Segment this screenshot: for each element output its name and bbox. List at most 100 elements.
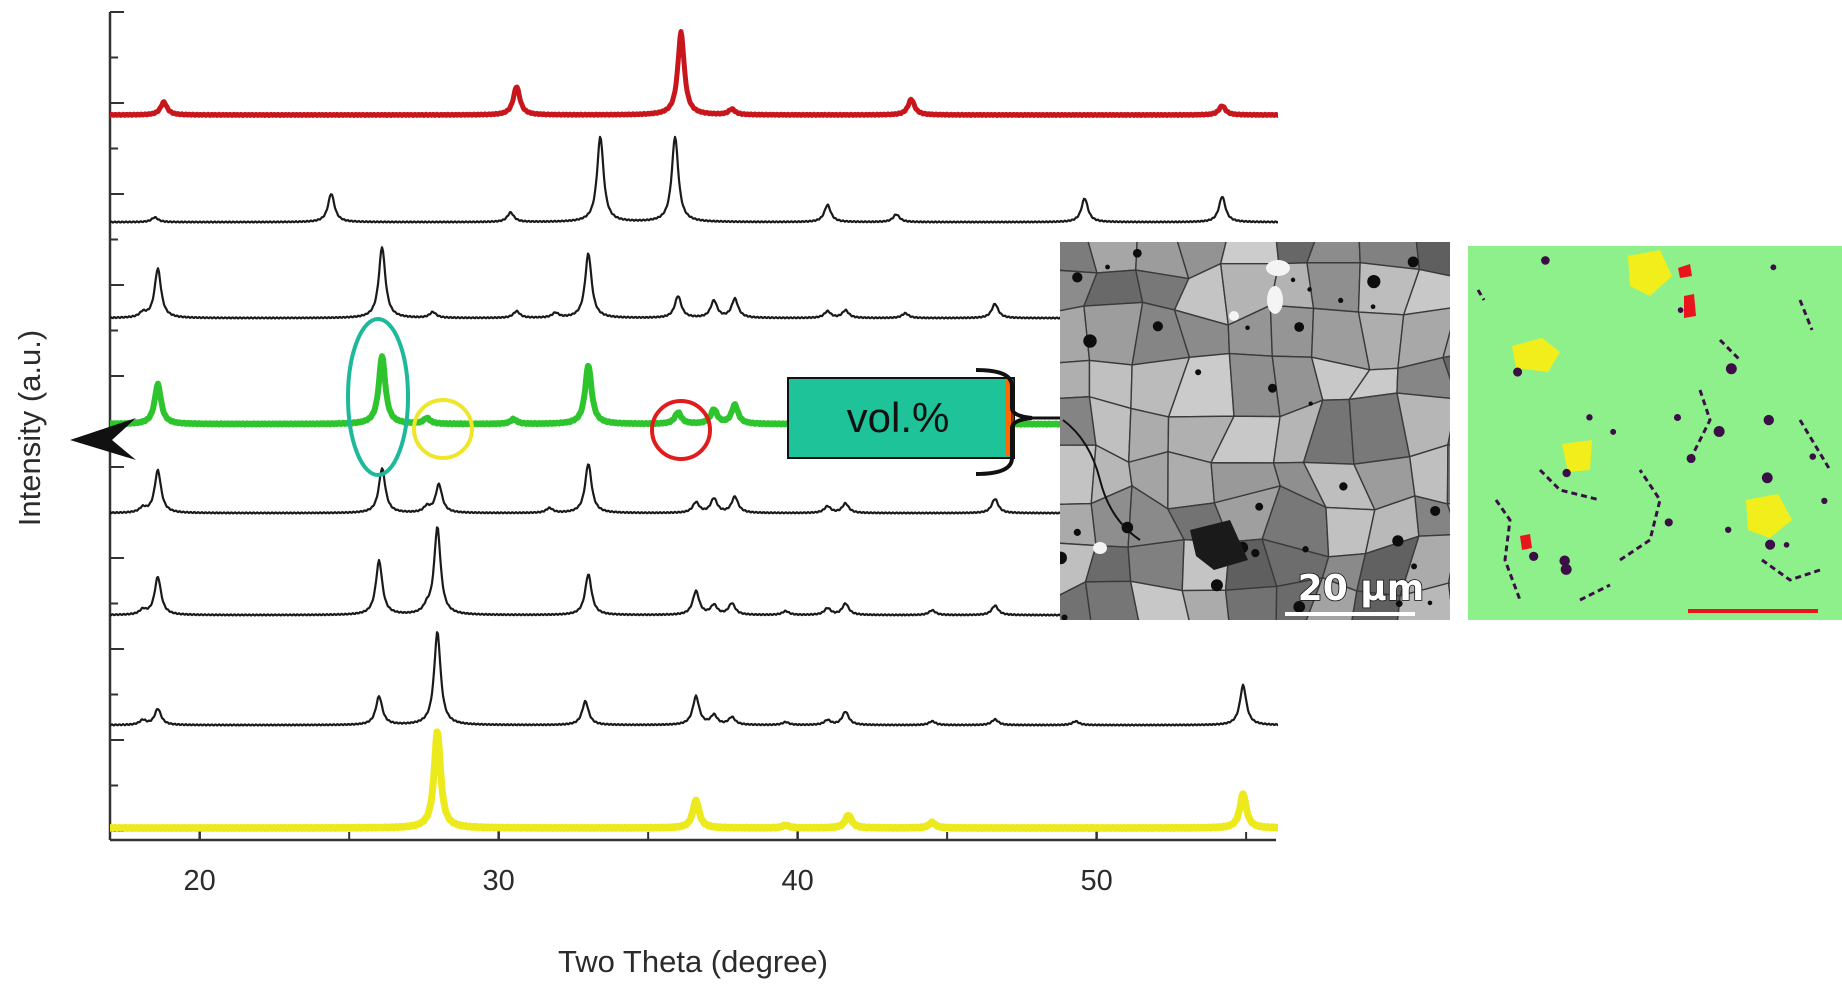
- phase-map-pore: [1765, 539, 1776, 550]
- phase-map-pore: [1770, 264, 1777, 271]
- vol-percent-bar-brown: [1011, 380, 1014, 456]
- sem-bright-grain: [1229, 311, 1239, 321]
- phase-map-pore: [1610, 428, 1617, 435]
- peak-highlights: [346, 317, 712, 477]
- sem-pore: [1367, 274, 1381, 289]
- sem-pore: [1338, 297, 1344, 304]
- sem-pore: [1370, 304, 1376, 310]
- sem-grain: [1060, 305, 1091, 364]
- sem-grain: [1029, 643, 1094, 686]
- sem-pore: [1210, 579, 1223, 592]
- phase-map-pore: [1664, 518, 1673, 527]
- phase-map-features: [1476, 250, 1832, 602]
- vol-percent-box: [787, 377, 1015, 459]
- sem-pore: [1392, 535, 1404, 547]
- x-axis-title: Two Theta (degree): [558, 944, 828, 979]
- phase-map-pore: [1559, 555, 1570, 566]
- x-axis-ticks: 20 30 40 50: [184, 826, 1248, 897]
- vol-percent-label: vol.%: [847, 394, 950, 441]
- sem-pore: [1061, 614, 1068, 620]
- sem-pore: [1073, 528, 1081, 536]
- phase-map-crack: [1538, 468, 1601, 502]
- sem-grain: [1143, 624, 1190, 689]
- sem-grain: [1447, 571, 1450, 584]
- sem-pore: [1060, 551, 1067, 565]
- x-tick-label: 50: [1080, 865, 1112, 897]
- sem-grain: [1060, 359, 1091, 400]
- phase-yellow-grain: [1746, 494, 1792, 538]
- sem-pore: [1072, 272, 1083, 283]
- phase-map-pore: [1562, 468, 1571, 478]
- phase-map-pore: [1725, 363, 1737, 375]
- teal-peak-ellipse: [346, 317, 410, 477]
- sem-pore: [1255, 502, 1264, 511]
- sem-grain: [1306, 261, 1361, 313]
- phase-red-grain: [1678, 264, 1692, 278]
- sem-grain: [1183, 624, 1231, 689]
- x-tick-label: 40: [782, 865, 814, 897]
- sem-dark-grain: [1190, 520, 1248, 570]
- phase-map-crack: [1718, 338, 1742, 362]
- phase-map-pore: [1763, 414, 1774, 426]
- sem-pore: [1195, 369, 1202, 376]
- sem-grain: [1275, 576, 1324, 620]
- sem-grain: [1446, 626, 1492, 684]
- sem-bright-grain: [1267, 286, 1283, 314]
- phase-map-pore: [1677, 307, 1684, 313]
- sem-pore: [1302, 546, 1309, 553]
- red-peak-circle: [650, 399, 712, 461]
- sem-micrograph: 20 µm: [1029, 242, 1492, 695]
- yellow-peak-circle: [412, 398, 474, 460]
- sem-grain: [1447, 430, 1450, 446]
- phase-map-pore: [1560, 563, 1572, 575]
- sem-pore: [1395, 600, 1403, 607]
- phase-map-pore: [1541, 256, 1550, 265]
- sem-grain: [1219, 242, 1280, 265]
- sem-grain: [1304, 626, 1353, 695]
- sem-grain: [1079, 641, 1145, 681]
- sem-grain: [1396, 356, 1450, 400]
- phase-map-crack: [1761, 558, 1821, 582]
- xrd-pattern-1: [110, 29, 1278, 118]
- phase-map-pore: [1725, 526, 1732, 533]
- sem-grain: [1060, 502, 1097, 547]
- sem-grain-structure: [1029, 242, 1492, 695]
- phase-map-pore: [1513, 367, 1523, 377]
- sem-pore: [1083, 334, 1097, 348]
- phase-map-pore: [1686, 453, 1696, 464]
- phase-red-grain: [1520, 534, 1532, 550]
- arrowhead-icon: [70, 418, 136, 460]
- phase-map-pore: [1821, 497, 1828, 505]
- x-tick-label: 30: [483, 865, 515, 897]
- phase-map-pore: [1586, 414, 1593, 421]
- phase-red-grain: [1684, 294, 1696, 318]
- sem-crack: [1062, 419, 1141, 541]
- sem-grain: [1129, 580, 1190, 620]
- sem-pore: [1121, 521, 1134, 534]
- phase-map-pore: [1713, 425, 1725, 437]
- phase-map-crack: [1688, 389, 1712, 461]
- sem-pore: [1105, 264, 1110, 270]
- sem-pore: [1411, 563, 1418, 570]
- sem-pore: [1308, 401, 1313, 406]
- sem-grain: [1084, 580, 1140, 620]
- sem-pore: [1430, 505, 1441, 516]
- vol-percent-callout: vol.%: [787, 368, 1066, 476]
- sem-pore: [1290, 277, 1296, 283]
- sem-grain: [1446, 502, 1450, 514]
- sem-pore: [1407, 256, 1419, 268]
- sem-grain: [1259, 627, 1324, 695]
- sem-pore: [1294, 322, 1305, 332]
- sem-bright-grain: [1266, 260, 1290, 276]
- phase-map-pore: [1761, 472, 1773, 484]
- sem-pore: [1267, 383, 1277, 393]
- sem-grain: [1397, 623, 1457, 684]
- sem-grain: [1224, 585, 1278, 620]
- scale-bar: [1285, 612, 1415, 616]
- x-tick-label: 20: [184, 865, 216, 897]
- sem-grain: [1060, 580, 1092, 620]
- sem-grain: [1060, 444, 1097, 505]
- x-axis: 20 30 40 50: [110, 826, 1276, 897]
- sem-pore: [1251, 548, 1260, 558]
